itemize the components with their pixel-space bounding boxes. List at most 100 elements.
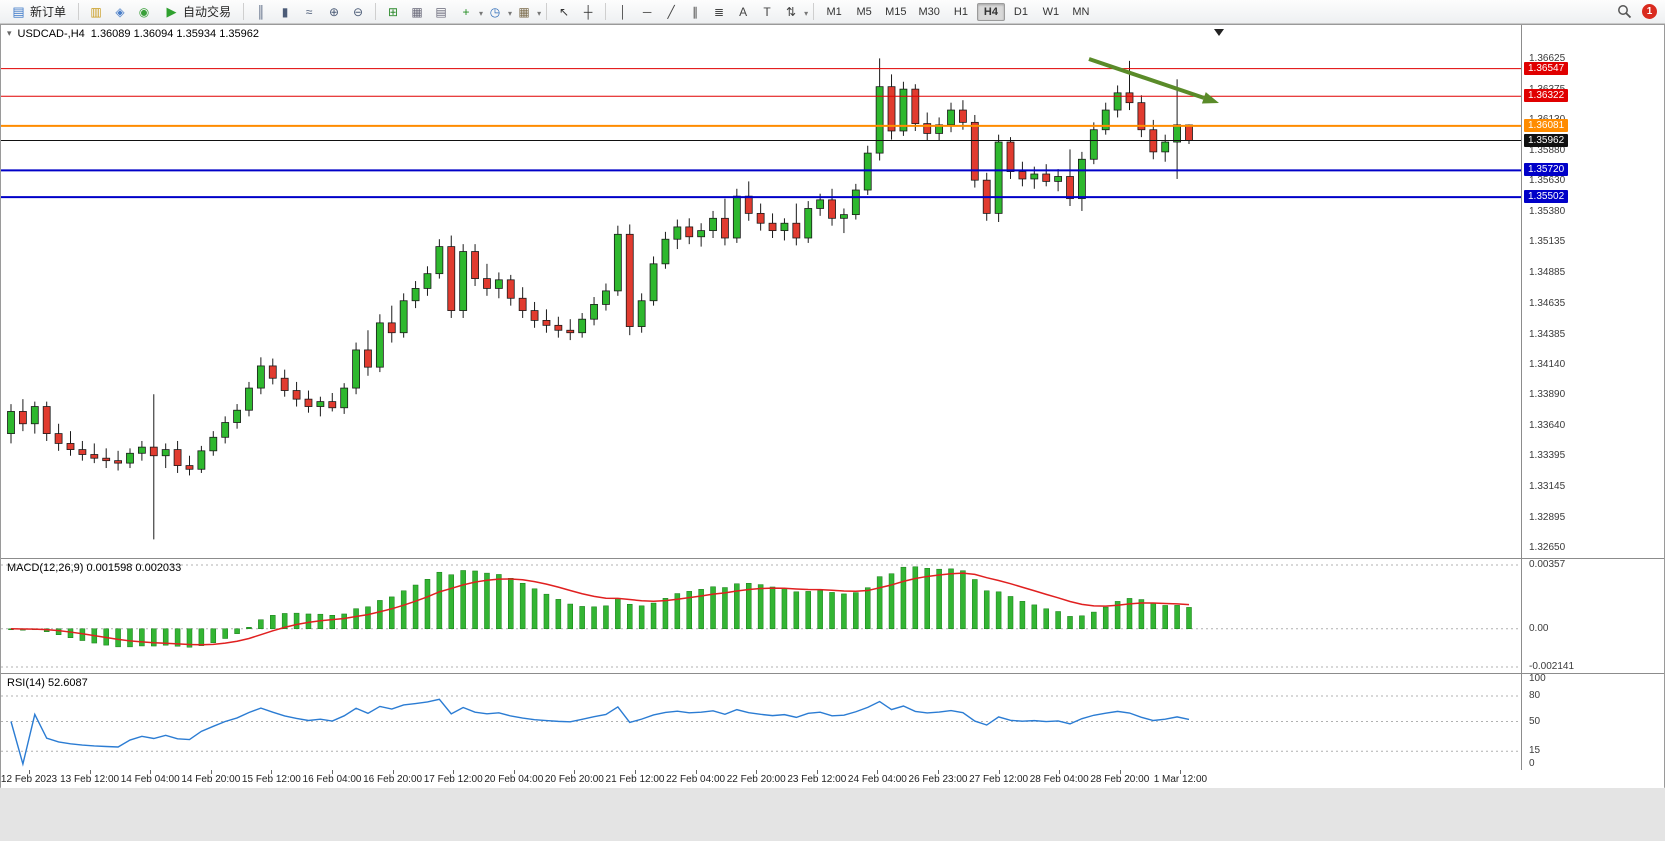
timeframe-d1[interactable]: D1 [1013, 5, 1028, 18]
arrows-icon[interactable]: ⇅ [786, 4, 797, 19]
macd-histogram-bar [460, 570, 466, 630]
timeframe-w1[interactable]: W1 [1042, 5, 1060, 18]
autotrading-button[interactable]: ▶ 自动交易 [157, 1, 238, 22]
macd-histogram-bar [1174, 605, 1180, 630]
dropdown-caret-icon[interactable]: ▾ [479, 8, 484, 18]
candle-body [935, 124, 944, 134]
rsi-chart[interactable] [1, 674, 1521, 769]
chart-window[interactable]: ▾ USDCAD-,H4 1.36089 1.36094 1.35934 1.3… [0, 24, 1665, 788]
candle-body [506, 279, 515, 299]
crosshair-icon[interactable]: ┼ [583, 4, 593, 19]
rsi-axis-tick: 15 [1529, 745, 1541, 757]
candle-body [1161, 141, 1170, 153]
candle-body [221, 422, 230, 438]
window-group: ⊞ ▦ ▤ [381, 1, 453, 22]
collapse-caret-icon[interactable]: ▾ [7, 28, 12, 38]
timeframe-m5[interactable]: M5 [856, 5, 872, 18]
candle-body [590, 304, 598, 320]
trend-arrow[interactable] [1088, 57, 1205, 100]
time-axis-tick [1180, 770, 1182, 774]
chart-shift-marker[interactable] [1214, 29, 1224, 36]
candlestick-chart-icon[interactable]: ▮ [281, 4, 289, 19]
macd-histogram-bar [817, 590, 823, 630]
timeframe-h1[interactable]: H1 [953, 5, 968, 18]
bar-chart-icon[interactable]: ║ [256, 4, 266, 19]
line-chart-icon[interactable]: ≈ [305, 4, 313, 19]
time-axis-tick [453, 770, 455, 774]
text-icon[interactable]: A [739, 4, 748, 19]
arrange-windows-icon[interactable]: ▤ [435, 4, 447, 19]
time-label: 20 Feb 20:00 [544, 774, 604, 785]
vertical-line-icon[interactable]: │ [619, 4, 627, 19]
panel-splitter-2[interactable] [1, 673, 1664, 674]
panel-splitter[interactable] [1, 558, 1664, 559]
candle-body [435, 246, 444, 275]
time-axis-tick [938, 770, 939, 774]
candle-body [459, 251, 468, 311]
tile-windows-icon[interactable]: ⊞ [388, 4, 399, 19]
chart-profiles-icon[interactable]: ◈ [115, 4, 125, 19]
fibonacci-icon[interactable]: ≣ [714, 4, 725, 19]
cursor-group: ↖ ┼ [552, 1, 600, 22]
macd-histogram-bar [1007, 596, 1014, 630]
candle-body [316, 401, 325, 407]
price-axis-tick: 1.36625 [1529, 53, 1566, 64]
candle-body [780, 222, 789, 232]
macd-histogram-bar [912, 566, 919, 630]
rsi-panel[interactable]: RSI(14) 52.6087 [1, 674, 1664, 769]
zoom-in-icon[interactable]: ⊕ [329, 4, 340, 19]
macd-histogram-bar [638, 605, 645, 630]
timeframe-mn[interactable]: MN [1072, 5, 1090, 18]
timeframe-m15[interactable]: M15 [885, 5, 907, 18]
macd-histogram-bar [853, 592, 859, 630]
time-label: 1 Mar 12:00 [1153, 774, 1208, 785]
candle-body [483, 278, 491, 289]
horizontal-line-icon[interactable]: ─ [642, 4, 652, 19]
candle-body [732, 195, 741, 239]
dropdown-caret-icon[interactable]: ▾ [508, 8, 513, 18]
indicators-icon[interactable]: + [462, 4, 470, 19]
connection-icon[interactable]: ◉ [138, 4, 150, 19]
timeframe-m30[interactable]: M30 [918, 5, 940, 18]
cursor-icon[interactable]: ↖ [559, 4, 570, 19]
zoom-out-icon[interactable]: ⊖ [353, 4, 364, 19]
periods-icon[interactable]: ◷ [489, 4, 501, 19]
notification-badge[interactable]: 1 [1642, 4, 1657, 19]
main-chart-panel[interactable]: ▾ USDCAD-,H4 1.36089 1.36094 1.35934 1.3… [1, 25, 1664, 558]
macd-histogram-bar [864, 587, 871, 630]
cascade-windows-icon[interactable]: ▦ [411, 4, 423, 19]
toolbar-separator [243, 3, 245, 20]
candle-body [1137, 102, 1146, 131]
dropdown-caret-icon[interactable]: ▾ [537, 8, 542, 18]
trendline-icon[interactable]: ╱ [667, 4, 675, 19]
trend-arrow-head[interactable] [1201, 92, 1219, 104]
candle-body [685, 226, 694, 238]
macd-histogram-bar [841, 593, 847, 630]
candle-body [875, 86, 884, 154]
new-order-button[interactable]: ▤ 新订单 [4, 1, 73, 22]
templates-icon[interactable]: ▦ [518, 4, 530, 19]
macd-histogram-bar [162, 628, 169, 646]
macd-chart[interactable] [1, 559, 1521, 673]
timeframe-h4[interactable]: H4 [976, 2, 1005, 21]
macd-panel[interactable]: MACD(12,26,9) 0.001598 0.002033 [1, 559, 1664, 673]
label-icon[interactable]: T [763, 4, 771, 19]
new-order-label: 新订单 [30, 5, 67, 19]
macd-label: MACD(12,26,9) 0.001598 0.002033 [7, 562, 182, 574]
macd-histogram-bar [698, 589, 704, 630]
time-axis[interactable]: 12 Feb 2023 13 Feb 12:00 14 Feb 04:00 14 Fe… [1, 770, 1664, 788]
time-axis-tick [756, 770, 758, 774]
search-icon[interactable] [1617, 4, 1632, 19]
equidistant-channel-icon[interactable]: ∥ [692, 4, 699, 19]
macd-histogram-bar [67, 628, 74, 638]
macd-histogram-bar [1114, 601, 1121, 630]
dropdown-caret-icon[interactable]: ▾ [804, 8, 809, 18]
new-chart-icon[interactable]: ▥ [90, 4, 102, 19]
candle-body [137, 446, 146, 454]
timeframe-m1[interactable]: M1 [826, 5, 842, 18]
price-axis-tick: 1.34140 [1529, 358, 1566, 370]
candle-body [90, 454, 99, 459]
candlestick-chart[interactable] [1, 25, 1521, 558]
time-label: 13 Feb 12:00 [60, 774, 120, 785]
candle-body [721, 217, 729, 239]
